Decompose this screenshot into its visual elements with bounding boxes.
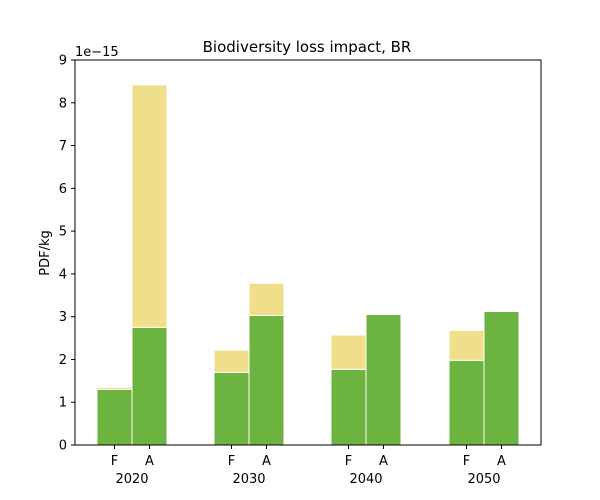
y-tick-label: 5: [59, 225, 67, 240]
bar-2030-A-segment-1: [248, 282, 285, 316]
x-tick-label: F: [463, 454, 470, 469]
group-label: 2020: [115, 472, 148, 487]
group-label: 2040: [349, 472, 382, 487]
bar-2020-F-segment-1: [96, 386, 133, 390]
x-tick-label: A: [497, 454, 506, 469]
plot-area: 0 1 2 3 4 5 6 7 8 9 F A 2020 F A 2030 F A 2040 F A 2050: [59, 54, 520, 487]
y-tick-label: 3: [59, 310, 67, 325]
x-tick-label: A: [262, 454, 271, 469]
group-label: 2030: [232, 472, 265, 487]
bar-2040-F-segment-0: [330, 368, 367, 446]
bar-2040-F-segment-1: [330, 334, 367, 370]
chart-title: Biodiversity loss impact, BR: [203, 38, 412, 56]
x-tick-label: A: [379, 454, 388, 469]
x-tick-label: F: [111, 454, 118, 469]
y-tick-label: 1: [59, 396, 67, 411]
bar-2020-F-segment-0: [96, 388, 133, 446]
bar-2020-A-segment-0: [131, 326, 168, 446]
bar-2050-A-segment-0: [483, 311, 520, 446]
bar-2050-F-segment-0: [448, 359, 485, 446]
bar-2050-F-segment-1: [448, 329, 485, 361]
bar-2030-A-segment-0: [248, 314, 285, 446]
y-tick-label: 0: [59, 439, 67, 454]
x-tick-label: A: [145, 454, 154, 469]
y-axis-multiplier: 1e−15: [75, 45, 119, 60]
bar-2020-A-segment-1: [131, 84, 168, 328]
y-tick-label: 9: [59, 54, 67, 69]
y-tick-label: 6: [59, 182, 67, 197]
bar-2040-A-segment-0: [365, 314, 402, 446]
bar-2030-F-segment-1: [213, 349, 250, 373]
x-tick-label: F: [228, 454, 235, 469]
y-axis-label: PDF/kg: [38, 230, 53, 276]
x-tick-label: F: [345, 454, 352, 469]
y-tick-label: 2: [59, 353, 67, 368]
group-label: 2050: [467, 472, 500, 487]
y-tick-label: 8: [59, 96, 67, 111]
y-tick-label: 4: [59, 267, 67, 282]
bar-2030-F-segment-0: [213, 371, 250, 446]
plot-frame: [74, 59, 542, 446]
y-tick-label: 7: [59, 139, 67, 154]
